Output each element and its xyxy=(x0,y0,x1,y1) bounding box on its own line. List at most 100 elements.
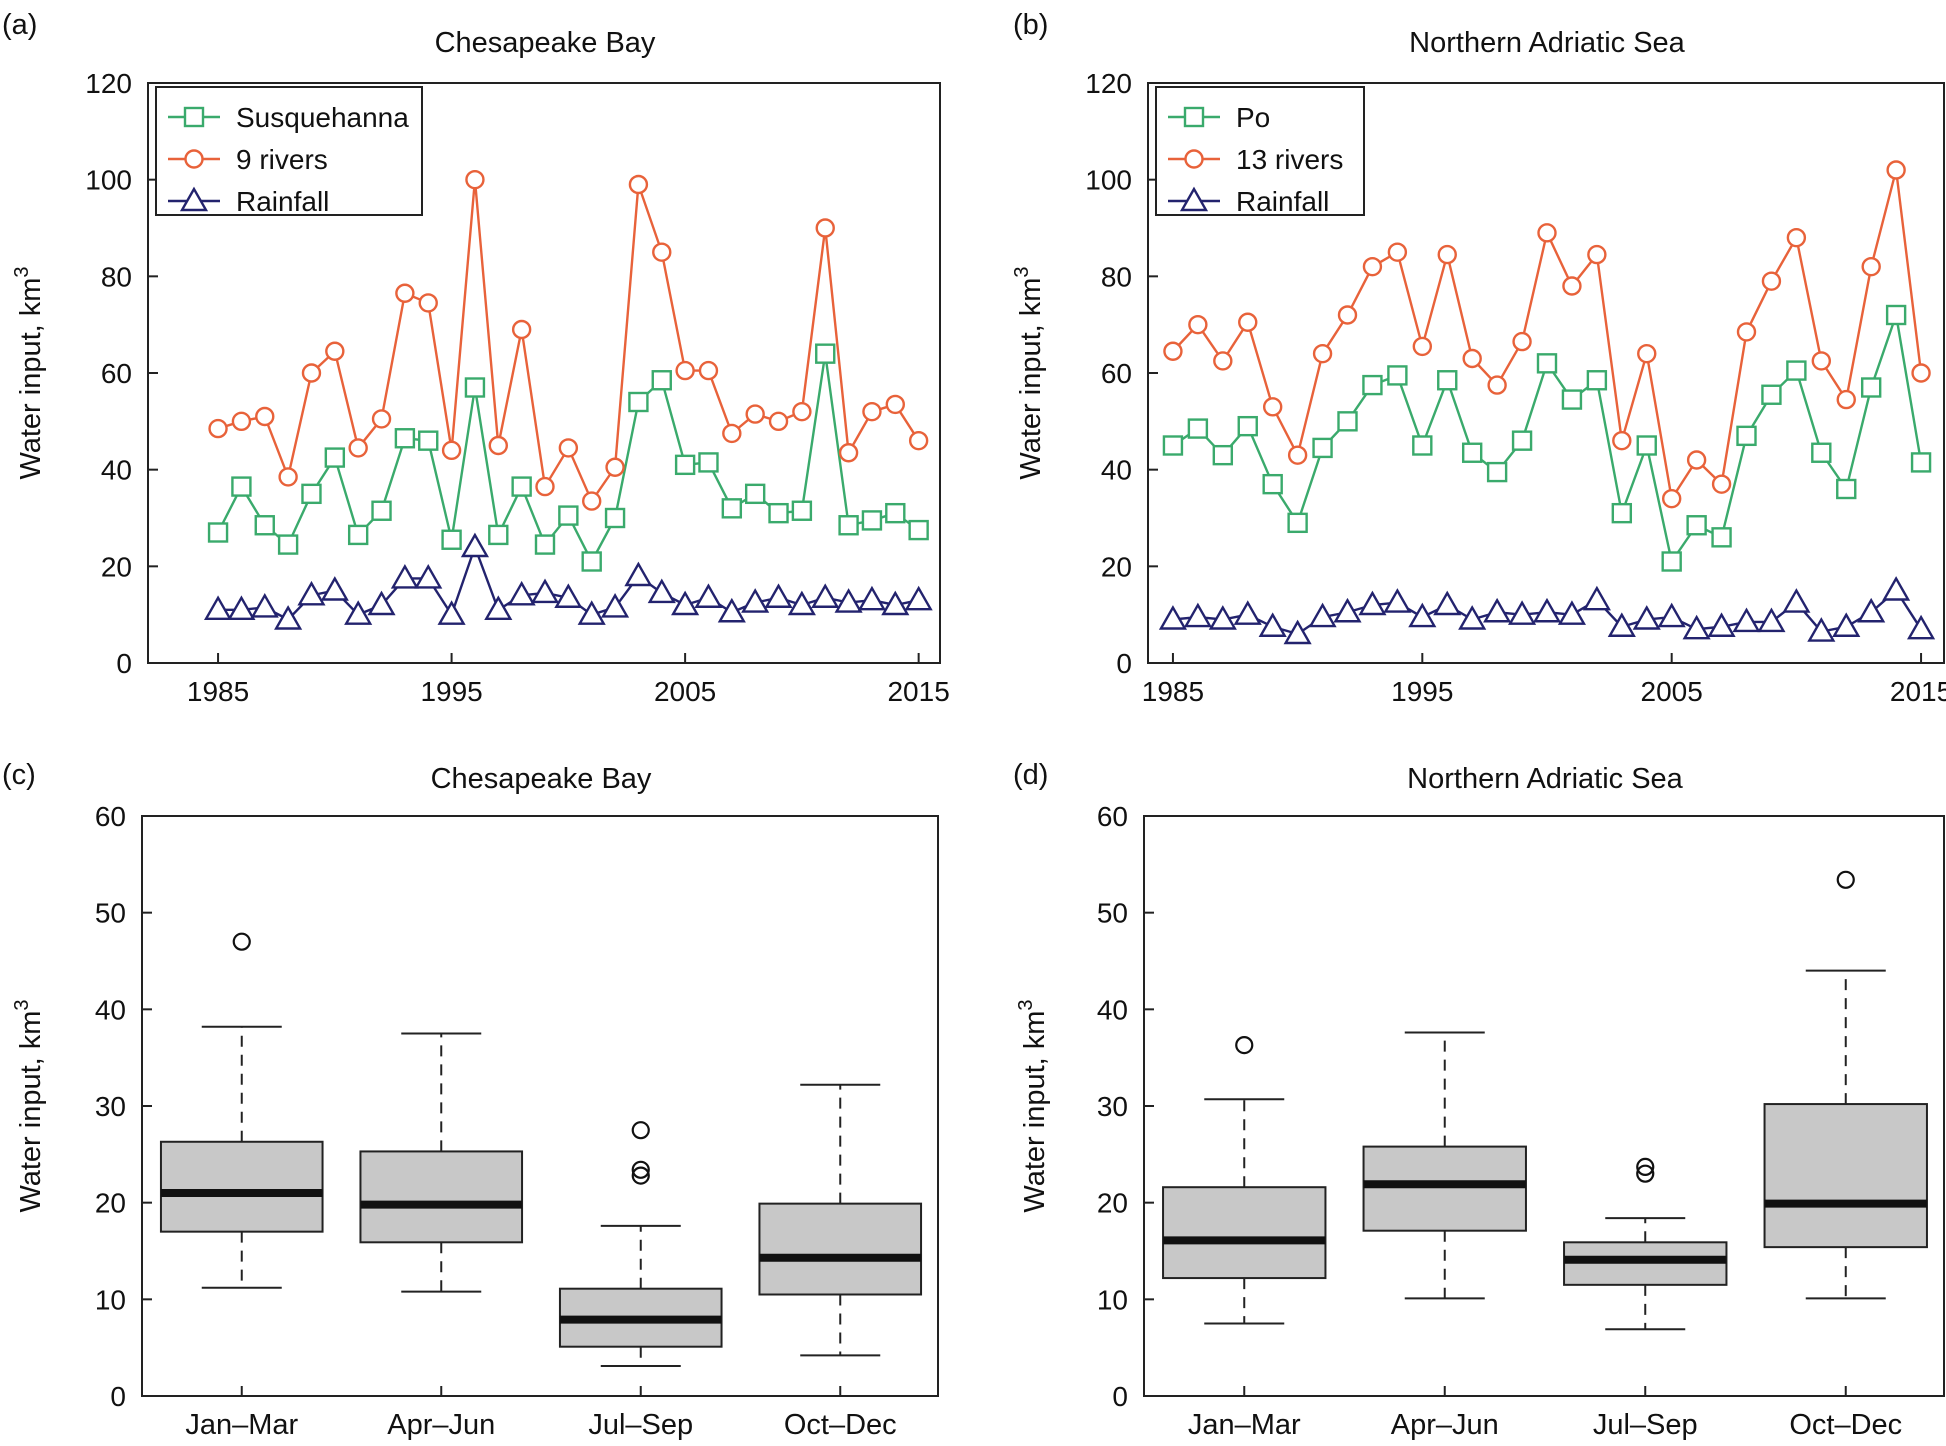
legend-marker xyxy=(183,106,205,128)
data-point-susquehanna xyxy=(744,483,766,505)
y-axis-label: Water input, km3 xyxy=(11,999,47,1212)
x-tick-label: Apr–Jun xyxy=(387,1409,495,1441)
data-point-13-rivers xyxy=(1562,276,1582,296)
data-point-rainfall xyxy=(1832,612,1861,637)
plot-frame xyxy=(141,815,939,1397)
data-point-13-rivers xyxy=(1337,305,1358,325)
data-point-rainfall xyxy=(390,563,419,589)
y-tick-label: 40 xyxy=(1101,455,1132,486)
data-point-9-rivers xyxy=(675,360,695,381)
data-point-9-rivers xyxy=(208,418,228,439)
data-point-po xyxy=(1187,418,1209,439)
data-point-susquehanna xyxy=(651,370,672,391)
panel-label: (a) xyxy=(2,9,37,41)
data-point-rainfall xyxy=(507,580,536,606)
series-line-rainfall xyxy=(218,543,919,621)
data-point-susquehanna xyxy=(558,505,579,526)
data-point-rainfall xyxy=(344,600,373,625)
y-tick-label: 50 xyxy=(95,898,126,929)
data-point-9-rivers xyxy=(301,363,322,383)
x-tick-label: Jan–Mar xyxy=(1188,1409,1301,1441)
y-tick-label: 80 xyxy=(1101,261,1132,292)
data-point-po xyxy=(1412,435,1433,456)
data-point-9-rivers xyxy=(231,411,252,432)
data-point-susquehanna xyxy=(534,534,556,555)
data-point-rainfall xyxy=(1782,588,1811,613)
data-point-susquehanna xyxy=(861,510,883,531)
data-point-susquehanna xyxy=(815,343,836,364)
y-tick-label: 80 xyxy=(101,261,132,292)
data-point-rainfall xyxy=(881,590,910,616)
data-point-rainfall xyxy=(1458,605,1487,630)
data-point-po xyxy=(1811,442,1832,463)
box-iqr xyxy=(758,1202,923,1296)
data-point-po xyxy=(1761,384,1782,405)
data-point-rainfall xyxy=(577,600,606,625)
data-point-13-rivers xyxy=(1238,312,1258,332)
data-point-susquehanna xyxy=(674,454,696,476)
data-point-susquehanna xyxy=(628,391,649,413)
y-axis-label-superscript: 3 xyxy=(1011,266,1033,277)
data-point-rainfall xyxy=(1757,607,1786,633)
data-point-rainfall xyxy=(227,595,256,621)
data-point-susquehanna xyxy=(885,502,906,524)
data-point-rainfall xyxy=(1732,607,1761,633)
legend-marker xyxy=(184,149,204,169)
data-point-susquehanna xyxy=(721,498,743,519)
data-point-9-rivers xyxy=(255,406,275,427)
data-point-rainfall xyxy=(414,563,443,589)
data-point-po xyxy=(1287,512,1308,534)
legend-label: Rainfall xyxy=(1236,186,1329,217)
data-point-13-rivers xyxy=(1537,223,1557,243)
data-point-13-rivers xyxy=(1836,389,1856,410)
outlier-point xyxy=(631,1166,650,1185)
x-tick-label: 1995 xyxy=(1391,676,1453,707)
legend-marker xyxy=(1183,106,1205,128)
data-point-13-rivers xyxy=(1487,375,1507,395)
data-point-rainfall xyxy=(1882,576,1911,601)
x-tick-label: Jul–Sep xyxy=(1593,1409,1698,1441)
data-point-po xyxy=(1162,435,1184,456)
y-tick-label: 60 xyxy=(95,801,126,832)
y-tick-label: 60 xyxy=(1097,801,1128,832)
data-point-13-rivers xyxy=(1587,244,1607,265)
data-point-po xyxy=(1711,527,1732,548)
chart-title: Northern Adriatic Sea xyxy=(1409,27,1686,59)
data-point-rainfall xyxy=(437,600,466,625)
data-point-9-rivers xyxy=(838,443,859,463)
data-point-po xyxy=(1337,411,1358,432)
panel-d-box-plot: (d) Northern Adriatic Sea 0 10 20 30 40 50 60 Wat… xyxy=(1013,759,1945,1441)
data-point-rainfall xyxy=(1906,614,1936,640)
data-point-po xyxy=(1736,425,1757,447)
y-tick-label: 20 xyxy=(1101,551,1132,582)
data-point-9-rivers xyxy=(465,169,485,190)
data-point-po xyxy=(1836,478,1857,500)
data-point-po xyxy=(1636,435,1657,456)
data-point-13-rivers xyxy=(1811,351,1832,371)
data-point-susquehanna xyxy=(908,519,929,541)
data-point-susquehanna xyxy=(418,430,439,451)
data-point-13-rivers xyxy=(1786,227,1807,248)
data-point-9-rivers xyxy=(511,319,532,340)
outlier-point xyxy=(1636,1157,1655,1177)
data-point-po xyxy=(1686,515,1707,536)
data-point-9-rivers xyxy=(908,430,929,451)
legend-label: 13 rivers xyxy=(1236,144,1343,175)
y-tick-label: 120 xyxy=(85,68,132,99)
data-point-susquehanna xyxy=(394,428,416,449)
data-point-13-rivers xyxy=(1437,244,1457,265)
data-point-13-rivers xyxy=(1861,256,1881,277)
x-tick-label: 1995 xyxy=(420,676,482,707)
outlier-point xyxy=(631,1121,650,1140)
x-tick-label: 1985 xyxy=(1142,676,1204,707)
outlier-point xyxy=(232,932,251,951)
data-point-9-rivers xyxy=(488,435,508,456)
data-point-rainfall xyxy=(741,588,770,613)
data-point-rainfall xyxy=(904,585,933,611)
data-point-13-rivers xyxy=(1761,271,1782,291)
data-point-susquehanna xyxy=(441,529,462,550)
data-point-9-rivers xyxy=(371,409,392,429)
y-tick-label: 60 xyxy=(1101,358,1132,389)
data-point-susquehanna xyxy=(511,476,532,497)
